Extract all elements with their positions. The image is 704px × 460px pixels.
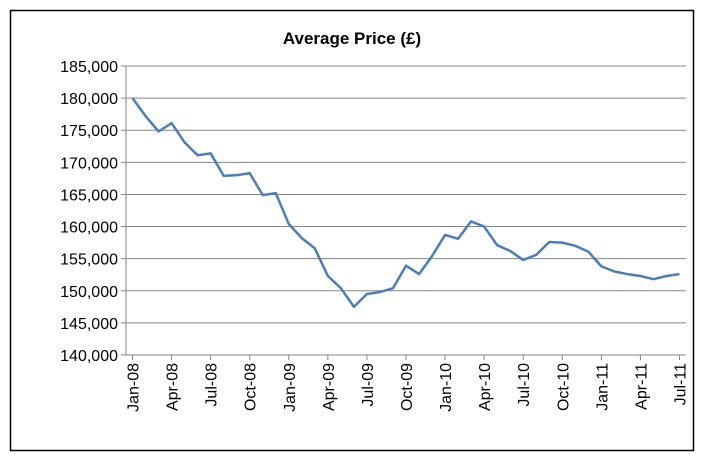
y-tick-label: 160,000 (60, 220, 118, 237)
y-tick-label: 165,000 (60, 187, 118, 204)
y-tick-label: 155,000 (60, 252, 118, 269)
x-tick-label: Apr-11 (633, 363, 650, 410)
x-tick-label: Jan-10 (438, 363, 455, 412)
x-tick-label: Jan-09 (282, 363, 299, 412)
chart-title: Average Price (£) (283, 29, 421, 48)
x-tick-label: Jan-08 (126, 363, 143, 412)
x-tick-label: Oct-08 (243, 363, 260, 411)
x-tick-label: Oct-09 (399, 363, 416, 411)
y-tick-label: 170,000 (60, 155, 118, 172)
x-tick-label: Apr-08 (165, 363, 182, 411)
x-tick-label: Jul-08 (204, 363, 221, 407)
x-tick-label: Apr-10 (477, 363, 494, 411)
x-tick-label: Jul-11 (672, 363, 689, 405)
y-tick-label: 180,000 (60, 91, 118, 108)
chart-border (9, 9, 695, 452)
x-tick-label: Jul-09 (360, 363, 377, 407)
x-tick-label: Oct-10 (555, 363, 572, 411)
x-tick-label: Jul-10 (516, 363, 533, 407)
y-tick-label: 175,000 (60, 123, 118, 140)
y-tick-label: 185,000 (60, 59, 118, 76)
y-tick-label: 140,000 (60, 348, 118, 365)
y-tick-label: 145,000 (60, 316, 118, 333)
line-series (131, 97, 680, 309)
x-tick-label: Apr-09 (321, 363, 338, 411)
y-tick-label: 150,000 (60, 284, 118, 301)
x-tick-label: Jan-11 (594, 363, 611, 411)
